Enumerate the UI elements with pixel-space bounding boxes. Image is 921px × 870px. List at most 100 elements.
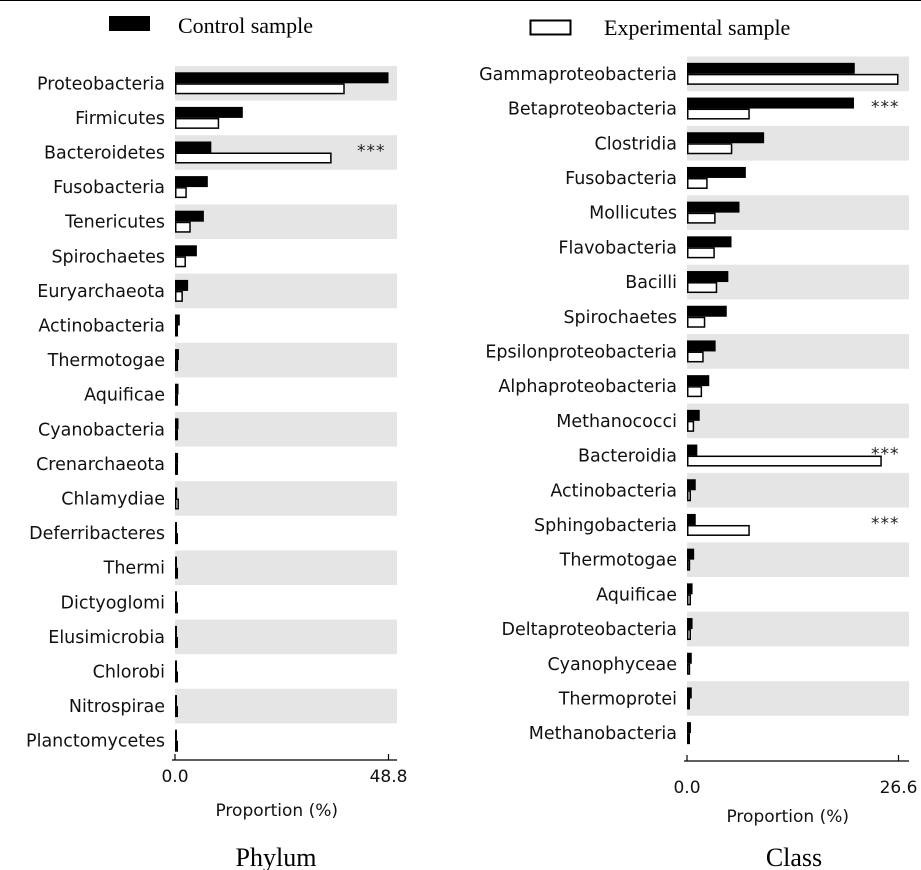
x-tick-label-0: 0.0 <box>673 778 700 798</box>
category-label-betaproteobacteria: Betaproteobacteria <box>508 100 677 120</box>
bar-control-deltaproteobacteria <box>687 618 693 630</box>
row-stripe-deltaproteobacteria <box>687 611 909 647</box>
row-stripe-thermoprotei <box>687 681 909 716</box>
bar-experimental-bacilli <box>687 282 718 294</box>
bar-control-actinobacteria <box>175 314 180 326</box>
row-stripe-euryarchaeota <box>175 273 397 309</box>
legend-label-control: Control sample <box>178 13 313 38</box>
legend: Control sample Experimental sample <box>109 13 790 40</box>
bar-control-deferribacteres <box>175 522 177 534</box>
bar-experimental-deferribacteres <box>175 533 178 545</box>
bar-experimental-fusobacteria <box>175 187 187 199</box>
category-label-crenarchaeota: Crenarchaeota <box>36 455 165 475</box>
category-label-proteobacteria: Proteobacteria <box>37 74 165 94</box>
bar-experimental-clostridia <box>687 143 733 155</box>
panel-title: Phylum <box>236 843 317 870</box>
category-label-bacteroidia: Bacteroidia <box>578 447 677 467</box>
bar-experimental-mollicutes <box>687 212 716 224</box>
bar-experimental-nitrospirae <box>175 706 178 718</box>
bar-control-spirochaetes <box>687 305 727 317</box>
category-label-deferribacteres: Deferribacteres <box>29 524 165 544</box>
category-label-tenericutes: Tenericutes <box>64 213 165 233</box>
bar-experimental-bacteroidia <box>687 455 882 467</box>
chart-class: Gammaproteobacteria Betaproteobacteria Clo… <box>479 56 918 870</box>
bar-control-crenarchaeota <box>175 452 179 464</box>
bar-experimental-bacteroidetes <box>175 152 332 164</box>
bar-control-fusobacteria <box>687 166 746 178</box>
bar-experimental-thermotogae <box>687 559 691 571</box>
x-axis-title: Proportion (%) <box>726 807 849 827</box>
bar-control-bacteroidia <box>687 444 698 456</box>
category-label-planctomycetes: Planctomycetes <box>26 732 165 752</box>
category-label-euryarchaeota: Euryarchaeota <box>37 282 165 302</box>
category-label-spirochaetes: Spirochaetes <box>563 308 677 328</box>
category-label-thermotogae: Thermotogae <box>559 551 677 571</box>
bar-control-spirochaetes <box>175 245 197 257</box>
row-stripe-epsilonproteobacteria <box>687 334 909 369</box>
bar-experimental-betaproteobacteria <box>687 108 750 120</box>
category-label-bacteroidetes: Bacteroidetes <box>44 144 165 164</box>
bar-control-bacteroidetes <box>175 141 212 153</box>
category-label-cyanophyceae: Cyanophyceae <box>547 655 677 675</box>
category-label-firmicutes: Firmicutes <box>75 109 165 129</box>
row-stripe-methanococci <box>687 403 909 439</box>
category-label-alphaproteobacteria: Alphaproteobacteria <box>498 377 677 397</box>
row-stripe-bacilli <box>687 264 909 300</box>
bar-experimental-tenericutes <box>175 221 191 233</box>
bar-control-actinobacteria <box>687 479 696 491</box>
bar-experimental-chlamydiae <box>175 498 179 510</box>
row-stripe-thermi <box>175 550 397 585</box>
bar-control-chlamydiae <box>175 487 178 499</box>
row-stripe-chlamydiae <box>175 481 397 516</box>
row-stripe-tenericutes <box>175 204 397 239</box>
bar-control-cyanophyceae <box>687 652 692 664</box>
bar-control-chlorobi <box>175 660 177 672</box>
category-label-elusimicrobia: Elusimicrobia <box>48 628 165 648</box>
category-label-clostridia: Clostridia <box>594 134 677 154</box>
bar-control-dictyoglomi <box>175 591 177 603</box>
panel-title: Class <box>766 843 822 870</box>
bar-control-methanococci <box>687 409 700 421</box>
category-label-dictyoglomi: Dictyoglomi <box>61 593 165 613</box>
row-stripe-cyanobacteria <box>175 412 397 447</box>
category-label-thermoprotei: Thermoprotei <box>558 689 677 709</box>
legend-swatch-experimental <box>529 19 572 36</box>
legend-label-experimental: Experimental sample <box>604 15 790 40</box>
category-label-sphingobacteria: Sphingobacteria <box>534 516 677 536</box>
bar-experimental-firmicutes <box>175 117 220 129</box>
bar-control-mollicutes <box>687 201 740 213</box>
x-tick-label-1: 26.6 <box>880 778 918 798</box>
category-label-flavobacteria: Flavobacteria <box>558 238 677 258</box>
bar-control-nitrospirae <box>175 695 177 707</box>
bar-control-epsilonproteobacteria <box>687 340 716 352</box>
bar-control-firmicutes <box>175 106 243 118</box>
bar-experimental-sphingobacteria <box>687 524 750 536</box>
bar-control-euryarchaeota <box>175 279 189 291</box>
category-label-spirochaetes: Spirochaetes <box>51 247 165 267</box>
bar-experimental-flavobacteria <box>687 247 715 259</box>
bar-control-thermotogae <box>175 349 179 361</box>
bar-control-betaproteobacteria <box>687 97 854 109</box>
bar-experimental-deltaproteobacteria <box>687 629 691 641</box>
category-label-aquificae: Aquificae <box>596 585 677 605</box>
row-stripe-elusimicrobia <box>175 619 397 655</box>
category-label-thermotogae: Thermotogae <box>47 351 165 371</box>
legend-swatch-control <box>109 16 150 31</box>
bar-experimental-methanococci <box>687 420 695 432</box>
bar-experimental-aquificae <box>687 594 691 606</box>
bar-experimental-actinobacteria <box>687 490 691 502</box>
bar-experimental-crenarchaeota <box>175 463 178 475</box>
category-label-aquificae: Aquificae <box>84 386 165 406</box>
category-label-cyanobacteria: Cyanobacteria <box>38 420 165 440</box>
bar-experimental-fusobacteria <box>687 177 708 189</box>
x-tick-label-0: 0.0 <box>161 767 188 787</box>
significance-bacteroidia: *** <box>871 445 900 465</box>
chart-phylum: Proteobacteria Firmicutes Bacteroidetes Fus… <box>26 66 407 870</box>
bar-experimental-aquificae <box>175 394 178 406</box>
bar-control-tenericutes <box>175 210 204 222</box>
row-stripe-thermotogae <box>687 542 909 577</box>
category-label-actinobacteria: Actinobacteria <box>38 317 165 337</box>
x-axis-title: Proportion (%) <box>215 801 338 821</box>
bar-control-bacilli <box>687 271 729 283</box>
